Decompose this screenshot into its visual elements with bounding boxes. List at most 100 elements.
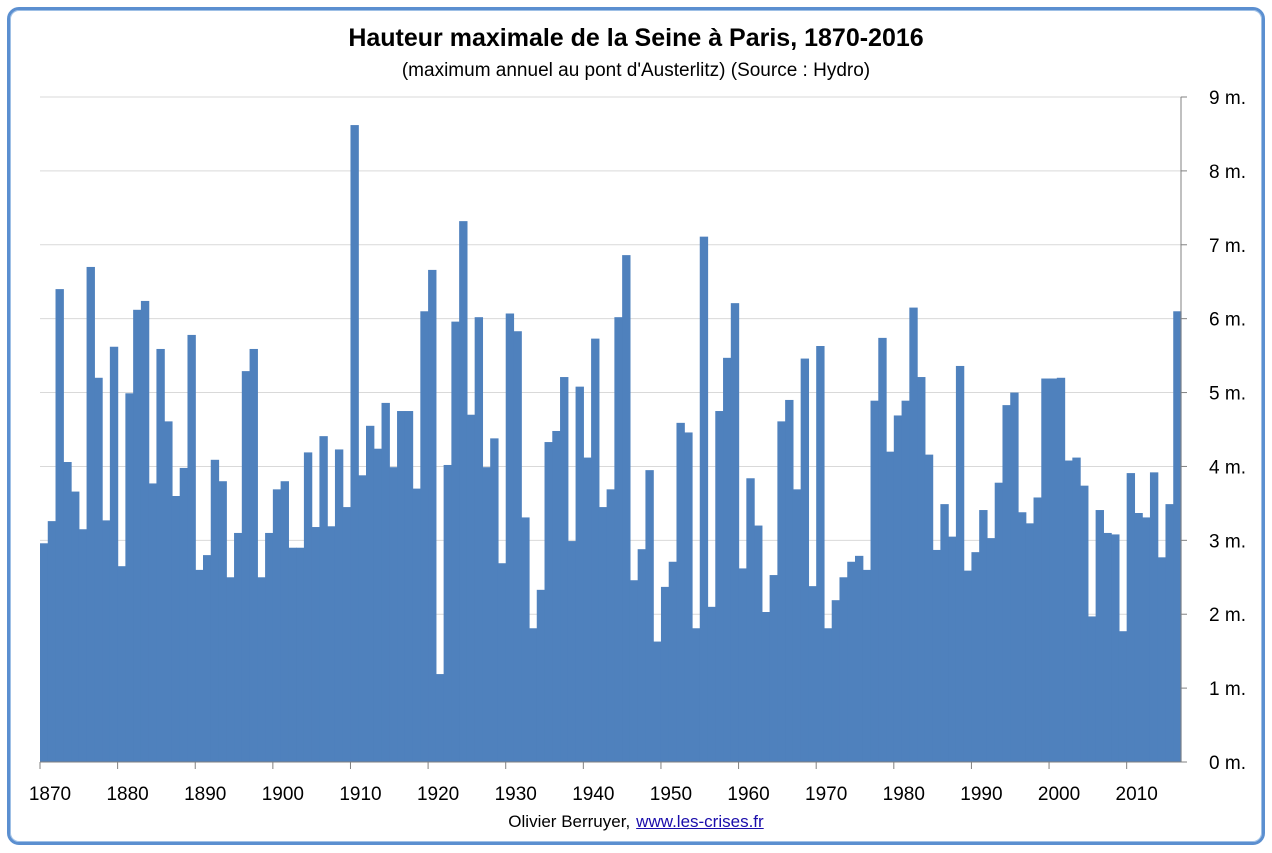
bar xyxy=(86,266,95,762)
bar xyxy=(1025,523,1035,762)
bar xyxy=(505,313,515,762)
bar xyxy=(459,221,468,763)
bar xyxy=(723,357,732,762)
bar xyxy=(490,438,499,762)
bar xyxy=(660,586,670,762)
bar xyxy=(653,641,662,762)
bar xyxy=(730,303,740,762)
bar xyxy=(800,358,810,762)
bar xyxy=(738,568,747,762)
bar xyxy=(226,577,235,762)
bar xyxy=(334,449,344,762)
bar xyxy=(870,400,879,762)
bar xyxy=(839,577,848,762)
bar xyxy=(979,510,988,762)
bar xyxy=(754,525,763,762)
bar xyxy=(133,309,142,762)
bar xyxy=(1087,616,1097,762)
x-tick-label: 1980 xyxy=(883,784,925,805)
bar xyxy=(218,481,227,762)
bar xyxy=(1149,472,1159,762)
bar xyxy=(994,482,1004,762)
bar xyxy=(598,507,608,762)
bar xyxy=(311,527,321,762)
bar xyxy=(901,400,910,762)
bar xyxy=(40,543,49,762)
bar xyxy=(567,541,577,762)
bar xyxy=(893,415,903,762)
bar xyxy=(55,289,64,762)
bar xyxy=(272,489,282,762)
bar xyxy=(614,317,623,762)
bar xyxy=(474,317,484,762)
bar xyxy=(109,346,119,762)
bar xyxy=(1056,377,1066,762)
bar xyxy=(707,606,716,762)
bar xyxy=(544,442,553,762)
axes xyxy=(39,96,1187,769)
bar xyxy=(164,421,173,762)
bar xyxy=(886,451,895,762)
x-tick-label: 2000 xyxy=(1038,784,1080,805)
x-tick-label: 1870 xyxy=(29,784,71,805)
x-tick-label: 1950 xyxy=(650,784,692,805)
bar xyxy=(1134,512,1143,762)
bar xyxy=(862,569,872,762)
bar xyxy=(629,580,639,762)
y-tick-label: 7 m. xyxy=(1209,236,1246,257)
bar xyxy=(404,411,414,762)
bar xyxy=(878,337,887,762)
bar xyxy=(342,507,352,762)
bar xyxy=(381,402,390,762)
bar xyxy=(125,393,134,762)
bar xyxy=(676,422,685,762)
bar xyxy=(529,628,538,762)
bar xyxy=(1072,457,1081,762)
bar xyxy=(560,377,569,762)
bar xyxy=(241,371,251,762)
bar xyxy=(1111,534,1120,762)
x-tick-label: 1920 xyxy=(417,784,459,805)
bar xyxy=(823,628,833,762)
bar xyxy=(350,125,359,763)
x-tick-label: 1960 xyxy=(727,784,769,805)
bar xyxy=(296,547,305,762)
bar xyxy=(63,462,72,762)
y-tick-label: 2 m. xyxy=(1209,605,1246,626)
y-tick-label: 5 m. xyxy=(1209,384,1246,405)
bar xyxy=(761,612,771,762)
bar xyxy=(303,452,313,762)
x-tick-label: 1940 xyxy=(572,784,614,805)
bar xyxy=(575,386,584,762)
x-tick-label: 2010 xyxy=(1116,784,1158,805)
bar xyxy=(1142,517,1151,762)
bar xyxy=(327,526,336,762)
bar xyxy=(78,529,88,762)
bar xyxy=(785,399,794,762)
bar xyxy=(1018,512,1027,762)
bar xyxy=(971,552,980,762)
bar xyxy=(606,489,615,762)
bar xyxy=(792,489,802,762)
bar xyxy=(1010,392,1019,762)
bar xyxy=(420,311,429,762)
x-tick-label: 1880 xyxy=(106,784,148,805)
bar xyxy=(1033,497,1042,762)
bar xyxy=(746,478,755,762)
chart-subtitle: (maximum annuel au pont d'Austerlitz) (S… xyxy=(401,60,871,81)
bar xyxy=(940,504,949,762)
bar xyxy=(451,321,460,762)
bar xyxy=(668,561,678,762)
bar xyxy=(397,411,406,762)
bar xyxy=(1095,510,1104,762)
bar xyxy=(117,566,126,762)
bar xyxy=(280,481,289,762)
bar xyxy=(1002,405,1011,762)
bar xyxy=(583,457,592,762)
bar xyxy=(265,532,274,762)
bar xyxy=(917,377,926,762)
y-tick-label: 8 m. xyxy=(1209,162,1246,183)
x-tick-label: 1910 xyxy=(339,784,381,805)
credit-link[interactable]: www.les-crises.fr xyxy=(636,812,764,831)
bar xyxy=(156,348,165,762)
